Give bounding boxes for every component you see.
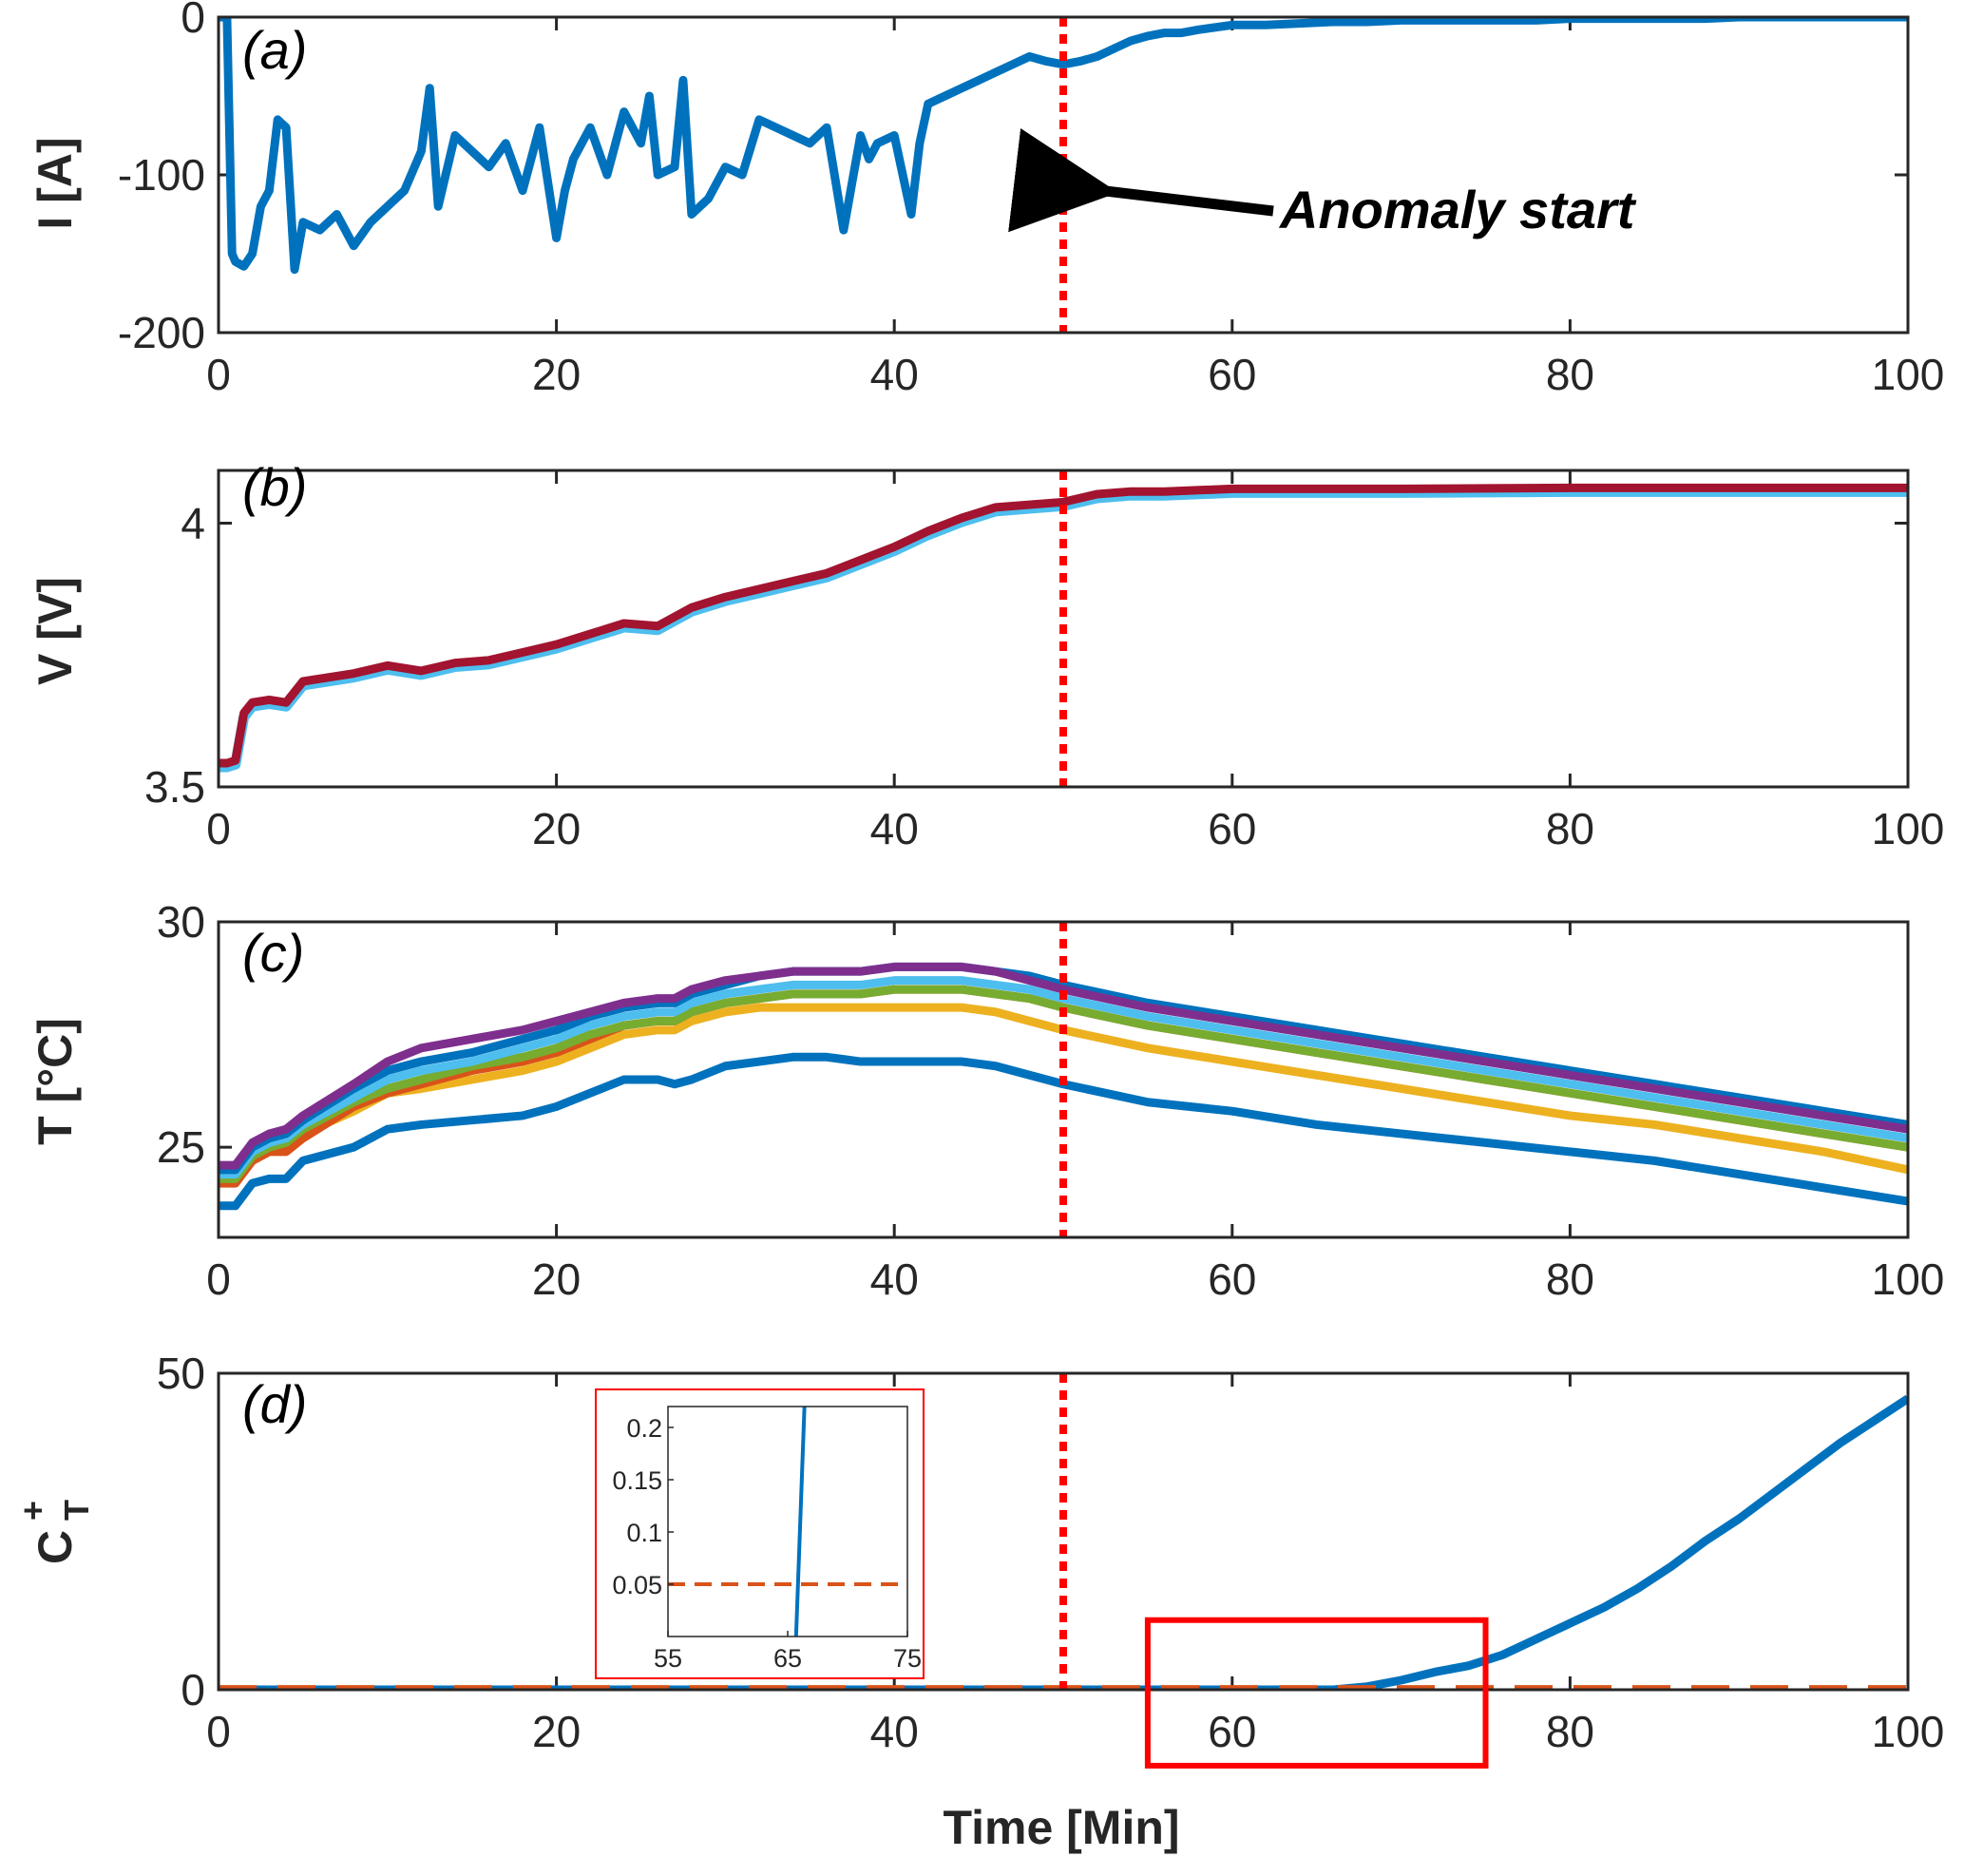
panel-d-xtick-label: 40 <box>870 1707 919 1756</box>
panel-d-label: (d) <box>242 1374 307 1434</box>
series-t4 <box>219 985 1908 1183</box>
panel-c-frame <box>217 920 1910 1239</box>
panel-c-temperature: 0 20 40 60 80 100 25 30 (c) T [°C] <box>29 897 1944 1304</box>
panel-b-ytick-label: 4 <box>181 499 205 548</box>
series-current <box>219 17 1908 275</box>
panel-b-xtick-label: 40 <box>870 804 919 853</box>
panel-d-ylabel-sub: T <box>57 1500 96 1521</box>
inset-xtick-label: 75 <box>893 1644 922 1673</box>
series-t1 <box>219 1052 1908 1211</box>
panel-b-xtick-label: 20 <box>532 804 581 853</box>
panel-c-plot-area: 0 20 40 60 80 100 25 30 <box>157 897 1945 1304</box>
inset-xtick-label: 55 <box>654 1644 682 1673</box>
inset-zoom: 55 65 75 0.05 0.1 0.15 0.2 <box>595 1388 925 1679</box>
panel-b-xtick-label: 80 <box>1546 804 1594 853</box>
panel-b-ytick-label: 3.5 <box>144 762 205 812</box>
panel-a-ytick-label: -100 <box>118 150 205 200</box>
panel-a-ylabel: I [A] <box>29 137 82 229</box>
panel-d-xtick-label: 60 <box>1208 1707 1256 1756</box>
panel-c-label: (c) <box>242 923 304 983</box>
panel-b-plot-area: 0 20 40 60 80 100 3.5 4 <box>144 469 1945 853</box>
panel-d-ylabel-main: C <box>29 1530 82 1564</box>
series-voltage-cells- <box>219 483 1908 768</box>
panel-a-xtick-label: 100 <box>1872 350 1945 399</box>
panel-b-xtick-label: 100 <box>1872 804 1945 853</box>
inset-frame <box>667 1406 908 1637</box>
inset-ytick-label: 0.15 <box>612 1466 662 1495</box>
inset-ytick-label: 0.1 <box>626 1519 662 1547</box>
panel-c-xtick-label: 100 <box>1872 1254 1945 1304</box>
panel-a-plot-area: 0 20 40 60 80 100 -200 -100 0 <box>118 0 1944 399</box>
panel-d-ytick-label: 50 <box>157 1349 205 1398</box>
panel-d-ylabel-sup: + <box>13 1501 52 1521</box>
anomaly-annotation: Anomaly start <box>1008 127 1637 239</box>
inset-series-cusum-statistic <box>793 1407 807 1637</box>
panel-a-xtick-label: 60 <box>1208 350 1256 399</box>
inset-xtick-label: 65 <box>773 1644 802 1673</box>
panel-a-current: 0 20 40 60 80 100 -200 -100 0 (a) I [A] Anomaly … <box>29 0 1944 399</box>
panel-a-xtick-label: 80 <box>1546 350 1594 399</box>
panel-c-xtick-label: 80 <box>1546 1254 1594 1304</box>
panel-b-ylabel: V [V] <box>29 577 82 685</box>
series-t7 <box>219 962 1908 1170</box>
inset-border <box>595 1388 925 1679</box>
zoom-box <box>1144 1617 1489 1769</box>
panel-d-xtick-label: 100 <box>1872 1707 1945 1756</box>
panel-d-plot-area: 0 20 40 60 80 100 0 50 <box>157 1349 1945 1756</box>
series-t5 <box>219 976 1908 1179</box>
panel-c-xtick-label: 40 <box>870 1254 919 1304</box>
panel-d-xtick-label: 80 <box>1546 1707 1594 1756</box>
panel-a-ytick-label: -200 <box>118 308 205 357</box>
panel-c-ylabel: T [°C] <box>29 1018 82 1145</box>
panel-a-label: (a) <box>242 20 307 80</box>
panel-b-voltage: 0 20 40 60 80 100 3.5 4 (b) V [V] <box>29 457 1944 853</box>
panel-d-xtick-label: 20 <box>532 1707 581 1756</box>
inset-ytick-label: 0.2 <box>626 1414 662 1443</box>
x-axis-label: Time [Min] <box>943 1801 1179 1854</box>
panel-c-xtick-label: 20 <box>532 1254 581 1304</box>
panel-a-xtick-label: 20 <box>532 350 581 399</box>
panel-a-xtick-label: 40 <box>870 350 919 399</box>
panel-d-xtick-label: 0 <box>206 1707 231 1756</box>
panel-b-xtick-label: 60 <box>1208 804 1256 853</box>
panel-c-xtick-label: 0 <box>206 1254 231 1304</box>
inset-ytick-label: 0.05 <box>612 1571 662 1599</box>
panel-b-frame <box>217 469 1910 789</box>
panel-a-xtick-label: 0 <box>206 350 231 399</box>
anomaly-arrow <box>1008 127 1274 233</box>
panel-c-ytick-label: 25 <box>157 1122 205 1172</box>
panel-c-ytick-label: 30 <box>157 897 205 947</box>
panel-c-xtick-label: 60 <box>1208 1254 1256 1304</box>
anomaly-label: Anomaly start <box>1278 180 1637 239</box>
panel-a-ytick-label: 0 <box>181 0 205 42</box>
panel-d-ylabel: C + T <box>13 1500 96 1564</box>
panel-b-label: (b) <box>242 457 307 517</box>
panel-d-frame <box>217 1371 1910 1692</box>
series-cusum-statistic <box>219 1394 1908 1690</box>
panel-a-frame <box>217 15 1910 335</box>
panel-b-xtick-label: 0 <box>206 804 231 853</box>
panel-d-ytick-label: 0 <box>181 1665 205 1714</box>
